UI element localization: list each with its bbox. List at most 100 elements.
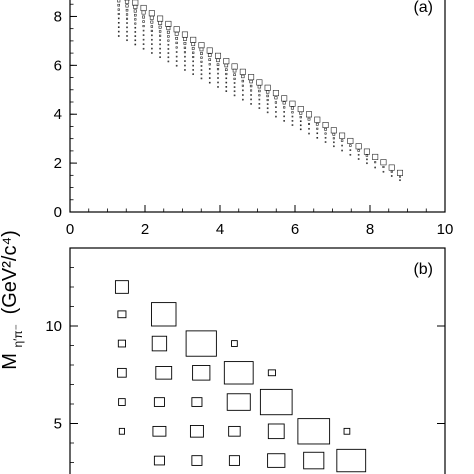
panel-a-point xyxy=(291,120,294,122)
panel-a-point xyxy=(159,43,161,46)
panel-a-point xyxy=(396,169,403,176)
panel-a-point xyxy=(399,179,401,182)
panel-a-point xyxy=(117,0,121,3)
y-axis-title-units: (GeV²/c⁴) xyxy=(0,230,21,314)
panel-a-point xyxy=(181,31,188,38)
panel-a-point xyxy=(330,127,337,134)
panel-b-box xyxy=(191,397,203,407)
panel-a-point xyxy=(357,149,360,152)
panel-a-point xyxy=(266,103,269,105)
panel-a-point xyxy=(133,9,137,13)
panel-a-point xyxy=(333,141,335,144)
panel-a-point xyxy=(232,68,237,73)
panel-a-point xyxy=(215,52,222,59)
panel-a-point xyxy=(198,42,205,49)
panel-a-point xyxy=(388,164,395,171)
panel-a-point xyxy=(306,111,313,118)
panel-a-point xyxy=(159,39,161,41)
panel-a-point xyxy=(258,94,261,97)
panel-a-point xyxy=(167,39,170,42)
panel-a-point xyxy=(225,77,228,80)
panel-a-point xyxy=(174,31,179,36)
panel-a-point xyxy=(340,139,344,142)
panel-b-box xyxy=(153,455,165,466)
panel-a-point xyxy=(167,52,170,54)
panel-a-point xyxy=(192,56,195,59)
panel-a-point xyxy=(149,15,154,20)
panel-a-point xyxy=(299,116,302,119)
panel-a-point xyxy=(248,74,255,81)
panel-a-point xyxy=(274,101,278,104)
panel-b-box xyxy=(117,339,126,348)
panel-a-point xyxy=(165,20,172,27)
panel-a-point xyxy=(134,43,137,46)
panel-a-x-tick-label: 8 xyxy=(366,221,374,238)
panel-a-point xyxy=(249,79,253,84)
panel-a-point xyxy=(158,30,162,33)
panel-a-point xyxy=(307,117,311,121)
panel-a-point xyxy=(308,127,310,130)
panel-a-point xyxy=(250,103,252,105)
panel-a-point xyxy=(250,98,252,101)
panel-a-point xyxy=(191,42,196,47)
panel-a-point xyxy=(332,132,336,136)
panel-a-point xyxy=(148,10,155,17)
panel-a-point xyxy=(151,38,153,41)
panel-a-point xyxy=(374,161,377,164)
panel-a-point xyxy=(390,170,393,173)
panel-a-point xyxy=(142,38,145,41)
panel-a-point xyxy=(175,36,179,40)
panel-a-point xyxy=(126,30,128,33)
panel-a-point xyxy=(299,120,302,123)
panel-a-point xyxy=(167,60,170,63)
panel-a-point xyxy=(134,18,137,21)
panel-a-point xyxy=(158,25,162,29)
panel-a-point xyxy=(349,144,352,147)
panel-a-point xyxy=(175,64,178,67)
panel-b-box xyxy=(118,398,126,406)
panel-a-point xyxy=(266,111,269,114)
panel-a-point xyxy=(134,13,137,17)
panel-a-point xyxy=(166,30,170,34)
panel-a-point xyxy=(184,60,186,62)
panel-a-point xyxy=(322,122,329,129)
panel-a-point xyxy=(233,94,236,97)
panel-a-point xyxy=(126,17,129,20)
panel-a-point xyxy=(175,46,178,49)
panel-a-point xyxy=(200,56,203,59)
panel-a-y-tick-label: 2 xyxy=(54,155,62,172)
panel-a-point xyxy=(200,73,203,76)
panel-a-point xyxy=(125,13,129,16)
panel-a-point xyxy=(216,58,220,63)
panel-a-x-tick-label: 0 xyxy=(66,221,74,238)
panel-a-point xyxy=(151,34,153,37)
panel-a-point xyxy=(258,103,261,105)
panel-a-point xyxy=(289,100,296,107)
panel-a-point xyxy=(290,106,294,110)
panel-a-point xyxy=(142,29,145,32)
y-axis-title-main: M xyxy=(0,353,21,370)
panel-a-point xyxy=(117,30,120,33)
panel-a-point xyxy=(207,53,212,57)
panel-a-point xyxy=(366,162,368,165)
panel-a-point xyxy=(282,101,286,105)
panel-a-point xyxy=(216,63,220,66)
panel-a-point xyxy=(224,63,229,68)
panel-a-point xyxy=(208,81,211,84)
panel-a-point xyxy=(258,98,261,101)
panel-a-point xyxy=(316,127,319,130)
panel-a-point xyxy=(324,141,327,143)
panel-a-point xyxy=(192,51,195,54)
panel-b-box xyxy=(191,455,203,466)
panel-a-point xyxy=(142,15,146,19)
panel-a-x-tick-label: 10 xyxy=(437,221,454,238)
panel-a-point xyxy=(158,20,163,25)
panel-b-box xyxy=(267,453,286,468)
panel-a-point xyxy=(231,63,238,70)
panel-b-box xyxy=(267,369,276,377)
panel-a-point xyxy=(142,34,145,36)
panel-b-label: (b) xyxy=(413,261,433,278)
y-axis-title: M η′π⁻ (GeV²/c⁴) xyxy=(0,230,27,370)
panel-a-point xyxy=(142,47,145,50)
